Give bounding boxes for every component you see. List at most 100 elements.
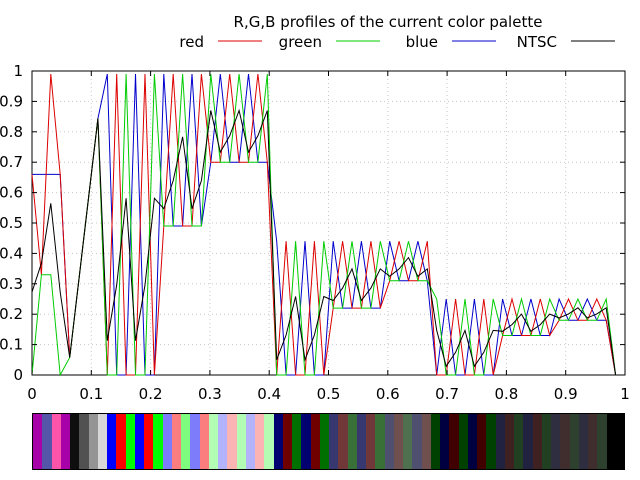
palette-swatch: [342, 414, 348, 469]
y-tick-label: 0.6: [0, 184, 23, 202]
palette-swatch: [241, 414, 246, 469]
palette-swatch: [537, 414, 542, 469]
palette-swatch: [56, 414, 61, 469]
chart-title: R,G,B profiles of the current color pale…: [234, 13, 543, 31]
palette-swatch: [153, 414, 158, 469]
palette-swatch: [185, 414, 191, 469]
palette-swatch: [231, 414, 237, 469]
palette-swatch: [421, 414, 427, 469]
x-tick-label: 0.3: [198, 385, 222, 403]
chart: 0 0.1 0.2 0.3 0.4 0.5 0.6 0.7 0.8 0.9 1 0 0.1 0.2 0.3 0…: [0, 13, 630, 403]
palette-swatch: [102, 414, 107, 469]
palette-swatch: [134, 414, 140, 469]
y-tick-label: 0: [13, 366, 23, 384]
palette-swatch: [569, 414, 575, 469]
y-tick-label: 0.4: [0, 244, 23, 262]
x-tick-label: 1: [620, 385, 630, 403]
palette-swatch: [560, 414, 565, 469]
palette-swatch: [74, 414, 80, 469]
palette-swatch: [139, 414, 144, 469]
palette-swatch: [588, 414, 593, 469]
x-tick-label: 0.1: [79, 385, 103, 403]
palette-swatch: [111, 414, 117, 469]
palette-swatch: [167, 414, 172, 469]
palette-swatch: [518, 414, 524, 469]
legend-label: blue: [406, 33, 438, 51]
palette-swatch: [601, 414, 607, 469]
palette-swatch: [333, 414, 339, 469]
palette-swatch: [88, 414, 94, 469]
series-line-ntsc: [31, 108, 625, 376]
palette-swatch: [495, 414, 501, 469]
palette-swatch: [208, 414, 214, 469]
palette-swatch: [46, 414, 52, 469]
palette-swatch: [564, 414, 570, 469]
palette-swatch: [171, 414, 177, 469]
palette-swatch: [398, 414, 403, 469]
y-tick-label: 0.9: [0, 92, 23, 110]
palette-swatch: [120, 414, 126, 469]
palette-swatch: [481, 414, 487, 469]
palette-swatch: [361, 414, 366, 469]
palette-swatch: [296, 414, 302, 469]
palette-swatch: [213, 414, 218, 469]
palette-swatch: [259, 414, 265, 469]
palette-swatch: [162, 414, 168, 469]
palette-swatch: [315, 414, 320, 469]
palette-swatch: [597, 414, 602, 469]
y-tick-label: 0.5: [0, 214, 23, 232]
palette-swatch: [250, 414, 255, 469]
palette-swatch: [435, 414, 440, 469]
palette-swatch: [329, 414, 334, 469]
legend-label: red: [179, 33, 204, 51]
palette-swatch: [301, 414, 306, 469]
ticks: 0 0.1 0.2 0.3 0.4 0.5 0.6 0.7 0.8 0.9 1 0 0.1 0.2 0.3 0…: [0, 62, 630, 403]
palette-swatch: [218, 414, 223, 469]
palette-swatch: [449, 414, 454, 469]
palette-swatch: [319, 414, 325, 469]
palette-swatch: [310, 414, 316, 469]
y-tick-label: 0.8: [0, 123, 23, 141]
y-tick-label: 0.7: [0, 153, 23, 171]
x-tick-label: 0.2: [139, 385, 163, 403]
y-tick-label: 0.1: [0, 336, 23, 354]
palette-swatch: [606, 414, 612, 469]
palette-swatch: [148, 414, 154, 469]
palette-swatch: [412, 414, 417, 469]
palette-swatch: [440, 414, 445, 469]
x-tick-label: 0.5: [317, 385, 341, 403]
palette-swatch: [236, 414, 242, 469]
x-tick-label: 0.6: [376, 385, 400, 403]
palette-swatch: [338, 414, 343, 469]
palette-swatch: [292, 414, 297, 469]
palette-swatch: [407, 414, 413, 469]
palette-swatch: [199, 414, 205, 469]
palette-swatch: [615, 414, 621, 469]
palette-swatch: [37, 414, 43, 469]
palette-swatch: [472, 414, 477, 469]
palette-swatch: [477, 414, 482, 469]
palette-swatch: [287, 414, 292, 469]
palette-swatch: [255, 414, 260, 469]
palette-swatch: [79, 414, 84, 469]
palette-swatch: [356, 414, 362, 469]
palette-swatch: [620, 414, 625, 469]
palette-swatch: [375, 414, 380, 469]
palette-swatch: [282, 414, 288, 469]
palette-swatch: [583, 414, 588, 469]
palette-swatch: [578, 414, 584, 469]
palette-colorbar: [32, 413, 625, 470]
palette-swatch: [500, 414, 505, 469]
x-tick-label: 0.9: [554, 385, 578, 403]
legend: red green blue NTSC: [179, 33, 615, 51]
palette-swatch: [592, 414, 598, 469]
palette-swatch: [93, 414, 98, 469]
palette-swatch: [611, 414, 616, 469]
palette-swatch: [393, 414, 399, 469]
palette-swatch: [190, 414, 195, 469]
palette-swatch: [574, 414, 579, 469]
palette-swatch: [532, 414, 538, 469]
palette-swatch: [366, 414, 371, 469]
palette-swatch: [389, 414, 394, 469]
palette-swatch: [347, 414, 353, 469]
